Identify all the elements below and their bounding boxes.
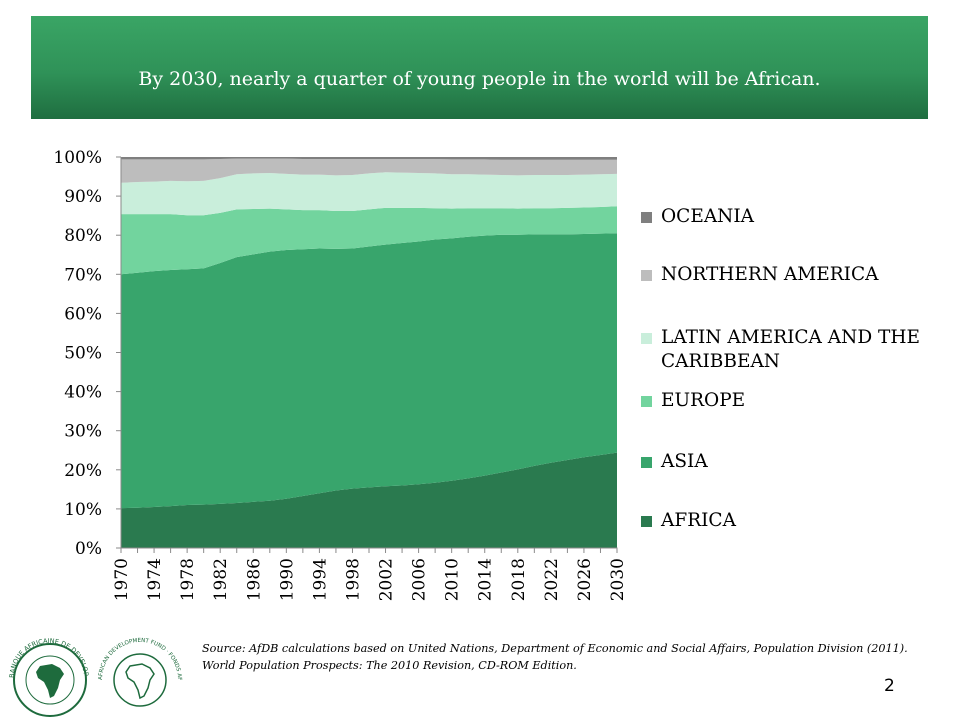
legend-swatch — [641, 396, 652, 407]
legend-swatch — [641, 457, 652, 468]
legend-swatch — [641, 333, 652, 344]
x-tick-label: 1974 — [145, 558, 165, 601]
slide-title: By 2030, nearly a quarter of young peopl… — [138, 68, 821, 90]
series-area-northern-america — [121, 158, 617, 183]
stacked-area-chart: 0% 10% 20% 30% 40% 50% 60% 70% 80% 90% 100% 1970 197… — [53, 148, 628, 601]
y-tick-label: 80% — [64, 226, 102, 246]
x-tick-label: 2014 — [476, 558, 496, 601]
x-tick-label: 2030 — [608, 558, 628, 601]
x-tick-label: 1982 — [211, 558, 231, 601]
legend-label: LATIN AMERICA AND THE CARIBBEAN — [661, 327, 921, 372]
source-note: Source: AfDB calculations based on Unite… — [202, 642, 908, 672]
page-number: 2 — [884, 676, 895, 696]
adf-logo-text: AFRICAN DEVELOPMENT FUND · FONDS AFRICAI… — [94, 636, 182, 681]
series-area-africa — [121, 452, 617, 548]
x-tick-label: 2006 — [410, 558, 430, 601]
x-tick-label: 2002 — [377, 558, 397, 601]
y-tick-label: 90% — [64, 187, 102, 207]
x-tick-label: 1978 — [178, 558, 198, 601]
series-area-asia — [121, 233, 617, 509]
y-tick-label: 40% — [64, 383, 102, 403]
legend-label: AFRICA — [661, 510, 736, 531]
legend-swatch — [641, 516, 652, 527]
adf-logo: AFRICAN DEVELOPMENT FUND · FONDS AFRICAI… — [94, 636, 182, 707]
y-tick-label: 70% — [64, 265, 102, 285]
x-tick-label: 2022 — [542, 558, 562, 601]
legend-swatch — [641, 270, 652, 281]
y-tick-label: 10% — [64, 500, 102, 520]
series-area-latin-america-and-the-caribbean — [121, 172, 617, 216]
title-banner: By 2030, nearly a quarter of young peopl… — [31, 16, 928, 119]
x-tick-label: 2018 — [509, 558, 529, 601]
legend-swatch — [641, 212, 652, 223]
legend-label: NORTHERN AMERICA — [661, 264, 879, 285]
series-area-oceania — [121, 157, 617, 160]
y-tick-label: 100% — [53, 148, 102, 168]
legend-label: OCEANIA — [661, 206, 755, 227]
legend-label: ASIA — [661, 451, 708, 472]
x-tick-label: 2010 — [443, 558, 463, 601]
y-tick-label: 30% — [64, 422, 102, 442]
y-tick-label: 50% — [64, 344, 102, 364]
x-tick-label: 2026 — [575, 558, 595, 601]
afdb-logo: BANQUE AFRICAINE DE DEVELOPPEMENT — [4, 636, 90, 717]
legend-label: EUROPE — [661, 390, 746, 411]
series-area-europe — [121, 206, 617, 275]
y-tick-label: 0% — [75, 539, 102, 559]
y-tick-label: 60% — [64, 304, 102, 324]
y-tick-label: 20% — [64, 461, 102, 481]
x-tick-label: 1970 — [112, 558, 132, 601]
x-tick-label: 1994 — [310, 558, 330, 601]
x-tick-label: 1998 — [343, 558, 363, 601]
x-tick-label: 1990 — [277, 558, 297, 601]
x-tick-label: 1986 — [244, 558, 264, 601]
